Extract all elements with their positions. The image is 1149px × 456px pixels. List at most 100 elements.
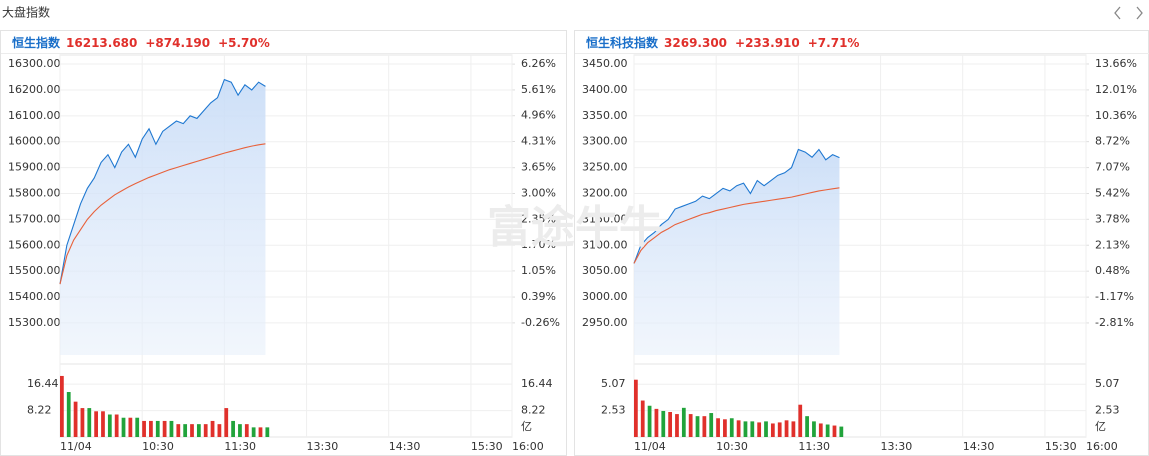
y2-tick-label: 8.72% bbox=[1095, 135, 1130, 148]
x-tick-label: 14:30 bbox=[389, 440, 421, 453]
volume-bar bbox=[142, 420, 146, 437]
volume-bar bbox=[784, 420, 789, 437]
volume-bar bbox=[743, 421, 748, 437]
volume-bar bbox=[832, 425, 837, 437]
y-tick-label: 3150.00 bbox=[582, 212, 628, 225]
y-tick-label: 3200.00 bbox=[582, 187, 628, 200]
y2-tick-label: 13.66% bbox=[1095, 57, 1137, 70]
volume-bar bbox=[736, 420, 741, 437]
volume-bar bbox=[190, 424, 194, 437]
y2-tick-label: 3.00% bbox=[521, 186, 556, 199]
y2-tick-label: 2.13% bbox=[1095, 238, 1130, 251]
volume-bar bbox=[764, 421, 768, 437]
volume-bar bbox=[66, 392, 71, 437]
y-tick-label: 2950.00 bbox=[582, 316, 628, 329]
price-area bbox=[60, 79, 266, 356]
x-tick-label: 11/04 bbox=[634, 440, 666, 453]
volume-bar bbox=[128, 417, 133, 437]
volume-bar bbox=[94, 411, 99, 437]
section-title: 大盘指数 bbox=[2, 5, 50, 20]
x-tick-label: 14:30 bbox=[963, 440, 995, 453]
volume-bar bbox=[681, 407, 686, 437]
volume-bar bbox=[87, 408, 92, 437]
x-tick-label: 10:30 bbox=[142, 440, 174, 453]
volume-bar bbox=[729, 418, 734, 437]
change-pct: +7.71% bbox=[808, 36, 860, 50]
volume-bar bbox=[695, 416, 700, 437]
x-tick-label: 13:30 bbox=[307, 440, 339, 453]
volume-bar bbox=[634, 379, 638, 437]
volume-bar bbox=[60, 375, 64, 437]
y-tick-label: 3050.00 bbox=[582, 264, 628, 277]
price-area bbox=[634, 149, 840, 355]
volume-bar bbox=[265, 427, 270, 437]
y2-tick-label: 0.39% bbox=[521, 290, 556, 303]
y2-tick-label: 1.05% bbox=[521, 264, 556, 277]
volume-bar bbox=[825, 424, 830, 437]
average-line bbox=[59, 143, 266, 285]
y2-tick-label: 5.42% bbox=[1095, 187, 1130, 200]
volume-tick-label: 2.53 bbox=[601, 404, 626, 417]
panel-header: 恒生指数 16213.680 +874.190 +5.70% bbox=[12, 35, 270, 50]
volume-bar bbox=[647, 405, 652, 437]
volume-bar bbox=[217, 424, 222, 437]
volume-bar bbox=[176, 424, 181, 437]
x-tick-label: 16:00 bbox=[1086, 440, 1118, 453]
y2-tick-label: 3.65% bbox=[521, 161, 556, 174]
volume-bar bbox=[675, 414, 679, 437]
volume-bar bbox=[777, 422, 782, 437]
y2-tick-label: 0.48% bbox=[1095, 264, 1130, 277]
y-tick-label: 15700.00 bbox=[8, 212, 61, 225]
volume-tick-label: 5.07 bbox=[601, 377, 626, 390]
volume-bar bbox=[114, 414, 119, 437]
y-tick-label: 3250.00 bbox=[582, 161, 628, 174]
x-tick-label: 16:00 bbox=[512, 440, 544, 453]
prev-arrow[interactable] bbox=[1114, 6, 1121, 20]
x-tick-label: 15:30 bbox=[1045, 440, 1077, 453]
x-tick-label: 15:30 bbox=[471, 440, 503, 453]
y-tick-label: 3000.00 bbox=[582, 290, 628, 303]
volume-bar bbox=[654, 408, 659, 437]
volume-bar bbox=[791, 421, 796, 437]
change-pct: +5.70% bbox=[218, 36, 270, 50]
price-line bbox=[59, 78, 266, 285]
volume-bar bbox=[155, 420, 160, 437]
volume-bar bbox=[238, 424, 242, 437]
y2-tick-label: 7.07% bbox=[1095, 161, 1130, 174]
volume-bar bbox=[121, 417, 126, 437]
volume-bar bbox=[196, 424, 201, 437]
volume-bar bbox=[661, 410, 666, 437]
volume-bar bbox=[668, 412, 673, 437]
y-tick-label: 3100.00 bbox=[582, 238, 628, 251]
volume-bar bbox=[709, 413, 714, 437]
volume-tick-label: 16.44 bbox=[27, 377, 59, 390]
y-tick-label: 15800.00 bbox=[8, 186, 61, 199]
volume-bar bbox=[73, 401, 78, 437]
y-tick-label: 15500.00 bbox=[8, 264, 61, 277]
y-tick-label: 16200.00 bbox=[8, 83, 61, 96]
volume-bar bbox=[757, 422, 762, 437]
volume-bar bbox=[251, 427, 256, 437]
y2-tick-label: 10.36% bbox=[1095, 109, 1137, 122]
volume-bar bbox=[162, 420, 167, 437]
volume-bar bbox=[101, 411, 105, 437]
next-arrow[interactable] bbox=[1136, 6, 1143, 20]
price-line bbox=[633, 148, 840, 264]
x-tick-label: 13:30 bbox=[881, 440, 913, 453]
y2-tick-label: 5.61% bbox=[521, 83, 556, 96]
y-tick-label: 3400.00 bbox=[582, 83, 628, 96]
y2-tick-label: -2.81% bbox=[1095, 316, 1134, 329]
y-tick-label: 15600.00 bbox=[8, 238, 61, 251]
index-name: 恒生科技指数 bbox=[586, 35, 659, 50]
x-tick-label: 11:30 bbox=[224, 440, 256, 453]
volume-bar bbox=[210, 420, 215, 437]
watermark: 富途牛牛 bbox=[487, 202, 663, 253]
volume-bar bbox=[244, 424, 249, 437]
volume-bar bbox=[80, 408, 85, 437]
volume-bar bbox=[812, 421, 816, 437]
last-price: 3269.300 bbox=[664, 36, 727, 50]
volume-bar bbox=[723, 419, 727, 437]
volume-bar bbox=[135, 417, 140, 437]
volume-bar bbox=[798, 404, 803, 437]
